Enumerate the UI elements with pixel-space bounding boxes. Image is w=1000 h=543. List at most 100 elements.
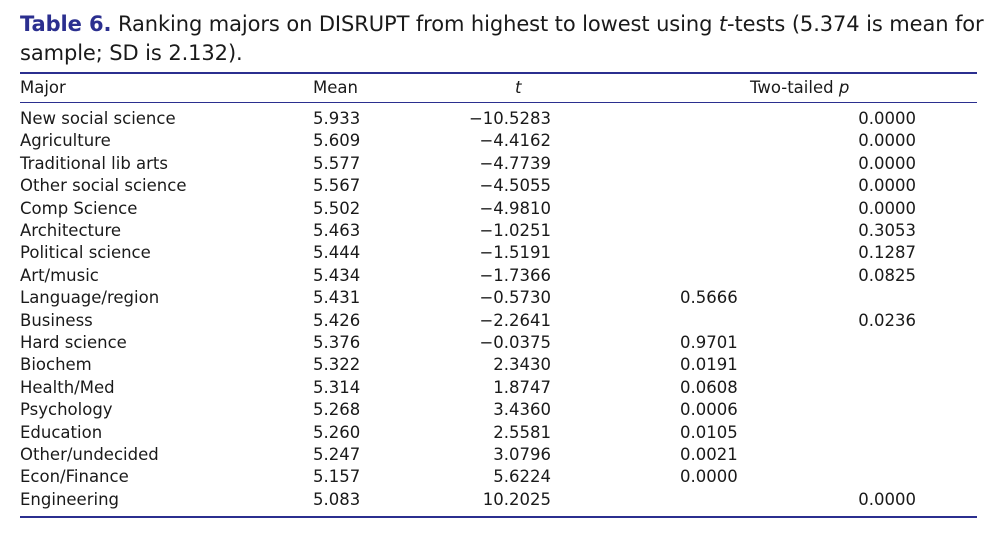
- cell-p-left: 0.0000: [680, 467, 738, 487]
- cell-mean: 5.933: [313, 109, 361, 128]
- cell-p-right: 0.1287: [858, 243, 916, 263]
- cell-major: New social science: [20, 109, 176, 128]
- cell-t: −0.5730: [479, 288, 551, 308]
- cell-p-right: 0.0000: [858, 153, 916, 173]
- cell-major: Econ/Finance: [20, 467, 129, 487]
- cell-mean: 5.426: [313, 310, 361, 330]
- cell-major: Business: [20, 310, 93, 330]
- cell-t: −4.7739: [479, 153, 551, 173]
- cell-major: Other social science: [20, 176, 187, 196]
- cell-mean: 5.314: [313, 377, 361, 397]
- cell-major: Language/region: [20, 288, 160, 308]
- table-row: Language/region 5.431 −0.5730 0.5666: [0, 288, 1000, 310]
- header-major: Major: [20, 78, 66, 97]
- cell-p-left: 0.9701: [680, 333, 738, 352]
- cell-t: −10.5283: [468, 109, 551, 128]
- cell-t: 3.4360: [493, 400, 551, 420]
- caption-text-before: Ranking majors on DISRUPT from highest t…: [117, 12, 719, 36]
- table-row: Comp Science 5.502 −4.9810 0.0000: [0, 199, 1000, 221]
- cell-t: −1.5191: [479, 243, 551, 263]
- cell-t: 5.6224: [493, 467, 551, 487]
- cell-major: Education: [20, 422, 103, 442]
- cell-mean: 5.463: [313, 221, 361, 240]
- cell-mean: 5.268: [313, 400, 361, 420]
- top-rule: [20, 72, 977, 74]
- cell-major: Biochem: [20, 355, 92, 375]
- header-p: Two-tailed p: [750, 78, 849, 97]
- cell-t: −4.5055: [479, 176, 551, 196]
- cell-major: Comp Science: [20, 198, 138, 218]
- header-p-label: Two-tailed: [750, 78, 839, 97]
- cell-p-right: 0.0000: [858, 176, 916, 196]
- cell-t: −0.0375: [479, 333, 551, 352]
- cell-major: Architecture: [20, 221, 122, 240]
- table-row: Education 5.260 2.5581 0.0105: [0, 423, 1000, 445]
- cell-major: Hard science: [20, 333, 127, 352]
- table-row: Other social science 5.567 −4.5055 0.0000: [0, 176, 1000, 198]
- table-row: Art/music 5.434 −1.7366 0.0825: [0, 266, 1000, 288]
- header-rule: [20, 102, 977, 103]
- table-row: Econ/Finance 5.157 5.6224 0.0000: [0, 467, 1000, 489]
- cell-p-right: 0.0000: [858, 198, 916, 218]
- cell-p-right: 0.0000: [858, 109, 916, 128]
- cell-major: Political science: [20, 243, 151, 263]
- cell-mean: 5.609: [313, 131, 361, 151]
- table-row: Engineering 5.083 10.2025 0.0000: [0, 490, 1000, 512]
- cell-mean: 5.322: [313, 355, 361, 375]
- cell-mean: 5.431: [313, 288, 361, 308]
- cell-mean: 5.083: [313, 489, 361, 509]
- table-row: Architecture 5.463 −1.0251 0.3053: [0, 221, 1000, 243]
- cell-mean: 5.260: [313, 422, 361, 442]
- cell-p-right: 0.0000: [858, 489, 916, 509]
- cell-t: 10.2025: [482, 489, 551, 509]
- cell-mean: 5.376: [313, 333, 361, 352]
- cell-major: Health/Med: [20, 377, 115, 397]
- cell-major: Engineering: [20, 489, 119, 509]
- cell-major: Art/music: [20, 265, 99, 285]
- cell-p-right: 0.0825: [858, 265, 916, 285]
- caption-text-after: -tests (5.374 is mean for sample; SD is …: [20, 12, 984, 65]
- cell-major: Psychology: [20, 400, 113, 420]
- cell-p-right: 0.0236: [858, 310, 916, 330]
- header-p-italic: p: [838, 78, 850, 97]
- cell-p-left: 0.0608: [680, 377, 738, 397]
- cell-major: Traditional lib arts: [20, 153, 169, 173]
- header-mean: Mean: [313, 78, 358, 97]
- cell-t: 1.8747: [493, 377, 551, 397]
- header-t: t: [515, 78, 522, 97]
- cell-mean: 5.577: [313, 153, 361, 173]
- cell-p-left: 0.5666: [680, 288, 738, 308]
- table-row: New social science 5.933 −10.5283 0.0000: [0, 109, 1000, 131]
- cell-p-left: 0.0105: [680, 422, 738, 442]
- table-row: Hard science 5.376 −0.0375 0.9701: [0, 333, 1000, 355]
- cell-mean: 5.247: [313, 445, 361, 464]
- bottom-rule: [20, 516, 977, 518]
- table-caption: Table 6. Ranking majors on DISRUPT from …: [20, 10, 985, 68]
- cell-p-left: 0.0021: [680, 445, 738, 464]
- cell-p-left: 0.0006: [680, 400, 738, 420]
- table-row: Political science 5.444 −1.5191 0.1287: [0, 243, 1000, 265]
- cell-major: Agriculture: [20, 131, 111, 151]
- cell-t: 2.5581: [493, 422, 551, 442]
- cell-t: −4.4162: [479, 131, 551, 151]
- cell-mean: 5.157: [313, 467, 361, 487]
- cell-t: −4.9810: [479, 198, 551, 218]
- cell-t: 3.0796: [493, 445, 551, 464]
- cell-mean: 5.567: [313, 176, 361, 196]
- table-row: Agriculture 5.609 −4.4162 0.0000: [0, 131, 1000, 153]
- cell-t: −1.7366: [479, 265, 551, 285]
- cell-mean: 5.434: [313, 265, 361, 285]
- table-row: Psychology 5.268 3.4360 0.0006: [0, 400, 1000, 422]
- table-row: Other/undecided 5.247 3.0796 0.0021: [0, 445, 1000, 467]
- cell-major: Other/undecided: [20, 445, 159, 464]
- cell-p-right: 0.0000: [858, 131, 916, 151]
- table-label: Table 6.: [20, 12, 112, 36]
- table-row: Business 5.426 −2.2641 0.0236: [0, 311, 1000, 333]
- cell-t: −1.0251: [479, 221, 551, 240]
- table-row: Biochem 5.322 2.3430 0.0191: [0, 355, 1000, 377]
- cell-mean: 5.502: [313, 198, 361, 218]
- cell-p-right: 0.3053: [858, 221, 916, 240]
- caption-t-italic: t: [718, 12, 728, 36]
- table-row: Health/Med 5.314 1.8747 0.0608: [0, 378, 1000, 400]
- cell-mean: 5.444: [313, 243, 361, 263]
